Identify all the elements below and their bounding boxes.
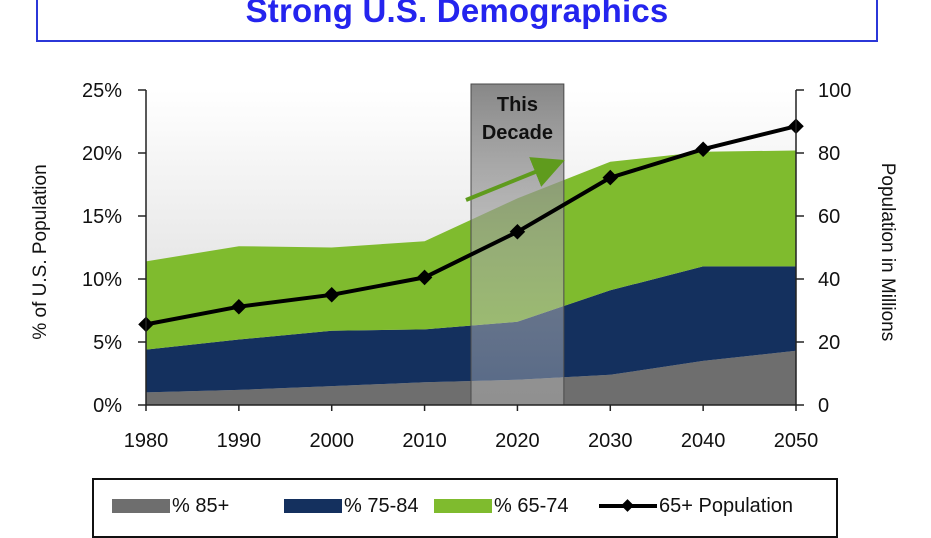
legend-item-65-74: % 65-74 (434, 496, 569, 516)
this-decade-label-line2: Decade (482, 122, 553, 144)
right-axis-title: Population in Millions (877, 163, 898, 342)
legend-item-85plus: % 85+ (112, 496, 229, 516)
x-tick-label-2050: 2050 (774, 430, 819, 452)
x-tick-label-2030: 2030 (588, 430, 633, 452)
left-tick-label-5: 5% (93, 332, 122, 354)
right-tick-label-20: 20 (818, 332, 840, 354)
x-tick-label-1990: 1990 (217, 430, 262, 452)
left-tick-label-25: 25% (82, 80, 122, 102)
growth-arrow (465, 157, 565, 202)
legend-label-65plus-population: 65+ Population (659, 495, 794, 517)
legend-swatch-85plus (112, 499, 170, 513)
x-tick-label-2020: 2020 (495, 430, 540, 452)
legend-item-65plus-population: 65+ Population (599, 496, 793, 516)
population-point-2030 (602, 169, 619, 186)
x-tick-label-2040: 2040 (681, 430, 726, 452)
right-tick-label-40: 40 (818, 269, 840, 291)
population-point-1990 (231, 298, 247, 315)
left-tick-label-15: 15% (82, 206, 122, 228)
this-decade-label-line1: This (497, 94, 538, 116)
chart-title: Strong U.S. Demographics (245, 0, 669, 29)
left-tick-label-10: 10% (82, 269, 122, 291)
legend-label-65-74: % 65-74 (494, 495, 569, 517)
this-decade-band (470, 83, 565, 406)
right-tick-label-100: 100 (818, 80, 851, 102)
population-point-2020 (509, 223, 526, 240)
left-axis-title: % of U.S. Population (30, 164, 51, 339)
right-tick-label-60: 60 (818, 206, 840, 228)
legend-swatch-75-84 (284, 499, 342, 513)
legend-swatch-65-74 (434, 499, 492, 513)
population-point-2040 (695, 141, 711, 157)
legend-label-85plus: % 85+ (172, 495, 230, 517)
left-tick-label-0: 0% (93, 395, 122, 417)
legend-line-swatch (599, 499, 657, 513)
axes (145, 90, 797, 406)
population-line (145, 124, 797, 327)
demographics-chart: This Decade 0%5%10%15%20%25%020406080100… (30, 80, 898, 452)
x-tick-label-2000: 2000 (309, 430, 354, 452)
right-tick-label-0: 0 (818, 395, 829, 417)
title-box: Strong U.S. Demographics (36, 0, 878, 42)
right-tick-label-80: 80 (818, 143, 840, 165)
legend: % 85+ % 75-84 % 65-74 65+ Population (92, 478, 838, 538)
area-85 (146, 350, 796, 405)
legend-item-75-84: % 75-84 (284, 496, 419, 516)
x-tick-label-1980: 1980 (124, 430, 169, 452)
x-tick-label-2010: 2010 (402, 430, 447, 452)
left-tick-label-20: 20% (82, 143, 122, 165)
legend-label-75-84: % 75-84 (344, 495, 419, 517)
